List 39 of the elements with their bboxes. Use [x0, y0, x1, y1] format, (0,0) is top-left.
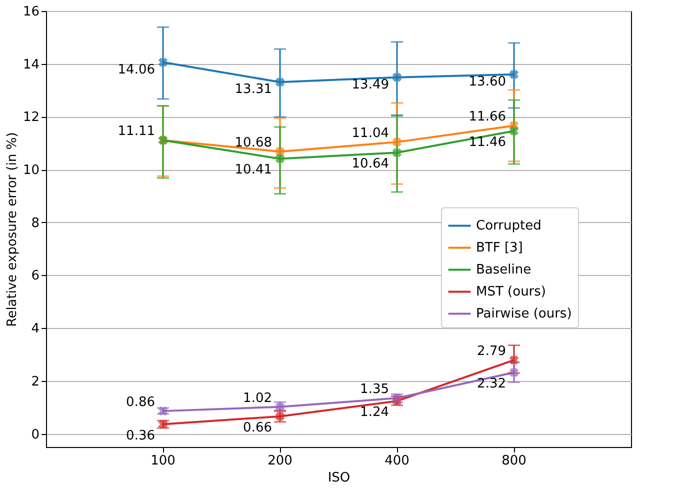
- data-label: 10.41: [234, 162, 272, 178]
- data-label: 11.66: [468, 110, 506, 125]
- legend-label: Pairwise (ours): [476, 306, 572, 322]
- data-label: 11.04: [352, 126, 389, 142]
- y-tick-label: 16: [22, 4, 40, 20]
- data-label: 2.32: [477, 376, 506, 392]
- x-tick-label: 200: [268, 454, 292, 468]
- data-label: 11.46: [468, 134, 506, 150]
- x-tick-label: 100: [150, 454, 176, 468]
- x-axis-title: ISO: [328, 470, 350, 486]
- data-label: 0.66: [243, 420, 272, 436]
- y-tick-label: 2: [31, 374, 40, 390]
- y-axis-title: Relative exposure error (in %): [4, 132, 20, 327]
- x-tick-label: 800: [502, 454, 526, 468]
- data-label: 2.79: [477, 344, 506, 360]
- legend-label: Corrupted: [476, 218, 542, 234]
- data-label: 10.64: [352, 156, 389, 172]
- y-tick-label: 4: [31, 322, 40, 337]
- legend-label: MST (ours): [476, 284, 546, 300]
- data-label: 1.02: [243, 390, 272, 406]
- legend-label: Baseline: [476, 262, 532, 278]
- y-tick-label: 12: [22, 110, 40, 126]
- data-label: 13.49: [352, 77, 389, 92]
- y-tick-label: 14: [22, 57, 40, 72]
- y-tick-label: 6: [31, 268, 40, 284]
- data-label: 13.60: [468, 74, 506, 90]
- data-label: 10.68: [234, 136, 272, 151]
- data-label: 14.06: [118, 62, 155, 78]
- x-tick-label: 400: [384, 454, 410, 468]
- y-tick-label: 8: [31, 216, 40, 231]
- data-label: 0.36: [126, 428, 155, 444]
- data-label: 13.31: [234, 82, 272, 98]
- y-tick-label: 10: [22, 163, 40, 178]
- data-label: 0.86: [126, 395, 155, 410]
- legend-label: BTF [3]: [476, 240, 523, 256]
- data-label: 1.24: [360, 405, 389, 420]
- data-label: 1.35: [360, 382, 389, 398]
- y-tick-label: 0: [31, 427, 40, 442]
- data-label: 11.11: [118, 124, 155, 140]
